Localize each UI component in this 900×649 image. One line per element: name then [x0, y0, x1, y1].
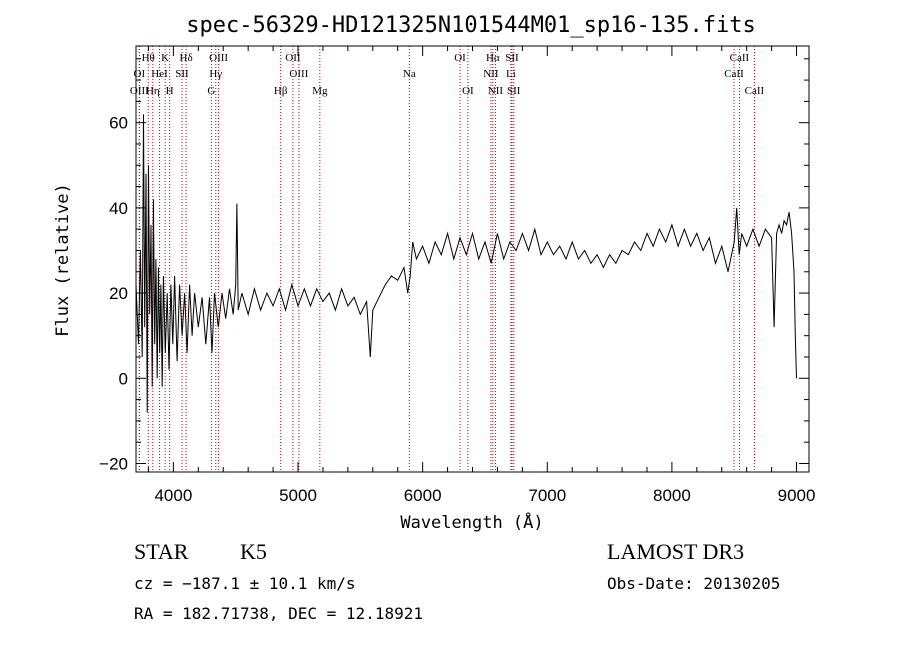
redshift-value: cz = −187.1 ± 10.1 km/s — [134, 574, 356, 593]
object-class: STAR — [134, 539, 189, 564]
spectral-line-label: OI — [462, 85, 474, 97]
y-tick-label: 20 — [109, 284, 128, 303]
spectrum-line — [135, 114, 797, 413]
spectral-line-label: SII — [507, 85, 521, 97]
spectral-line-label: OIII — [289, 68, 308, 80]
y-tick-label: 60 — [109, 114, 128, 133]
spectrum-series — [135, 114, 797, 413]
x-tick-label: 5000 — [279, 486, 317, 505]
x-tick-label: 8000 — [653, 486, 691, 505]
spectral-line-label: NII — [483, 68, 499, 80]
spectral-line-label: SII — [505, 52, 519, 64]
spectral-line-label: H — [166, 85, 174, 97]
coordinates: RA = 182.71738, DEC = 12.18921 — [134, 604, 423, 623]
spectral-line-label: OI — [134, 68, 146, 80]
spectral-line-label: Hβ — [274, 85, 288, 97]
x-tick-label: 6000 — [404, 486, 442, 505]
spectral-line-label: Hγ — [209, 68, 222, 80]
spectral-line-label: Hη — [146, 85, 160, 97]
chart-title: spec-56329-HD121325N101544M01_sp16-135.f… — [186, 13, 756, 38]
spectral-line-label: CaII — [724, 68, 744, 80]
y-tick-label: −20 — [99, 454, 128, 473]
object-subclass: K5 — [240, 539, 267, 564]
spectral-line-label: K — [161, 52, 169, 64]
x-tick-label: 4000 — [154, 486, 192, 505]
x-tick-label: 9000 — [778, 486, 816, 505]
spectral-line-label: HeI — [151, 68, 168, 80]
spectral-line-label: Hθ — [142, 52, 155, 64]
spectral-line-label: Hδ — [180, 52, 193, 64]
y-tick-label: 0 — [119, 369, 128, 388]
spectral-line-label: Hα — [486, 52, 500, 64]
spectral-line-label: NII — [488, 85, 504, 97]
spectral-line-label: SII — [175, 68, 189, 80]
x-tick-label: 7000 — [528, 486, 566, 505]
x-axis: 4000 5000 6000 7000 8000 9000 — [147, 46, 816, 505]
spectral-line-label: Mg — [312, 85, 328, 97]
spectral-line-label: CaII — [745, 85, 765, 97]
spectral-line-label: Na — [403, 68, 416, 80]
spectral-line-label: OIII — [130, 85, 149, 97]
plot-frame — [135, 45, 810, 473]
spectral-line-label: OIII — [209, 52, 228, 64]
observation-date: Obs-Date: 20130205 — [607, 574, 781, 593]
spectral-line-label: OII — [285, 52, 301, 64]
spectral-line-label: OI — [454, 52, 466, 64]
y-tick-label: 40 — [109, 199, 128, 218]
survey-name: LAMOST DR3 — [607, 539, 745, 564]
y-axis-title: Flux (relative) — [53, 183, 73, 337]
spectral-line-label: Li — [506, 68, 516, 80]
line-labels-layer: Hθ K Hδ OIII OII OI Hα SII CaII OI HeI SII Hγ OIII Na N… — [130, 52, 765, 97]
emission-lines-layer — [138, 46, 755, 472]
x-axis-title: Wavelength (Å) — [400, 511, 543, 533]
y-axis: −20 0 20 40 60 — [99, 58, 809, 473]
spectral-line-label: CaII — [730, 52, 750, 64]
spectral-line-label: G — [207, 85, 215, 97]
